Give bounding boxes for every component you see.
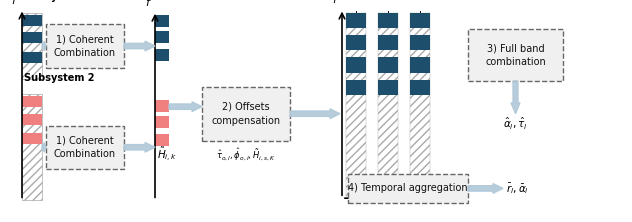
Text: 2) Offsets
compensation: 2) Offsets compensation	[212, 102, 281, 126]
Text: $f$: $f$	[11, 0, 19, 6]
Text: 1) Coherent
Combination: 1) Coherent Combination	[54, 135, 116, 159]
Bar	[410, 80, 430, 95]
Bar	[22, 114, 42, 125]
Bar	[346, 13, 366, 28]
Text: 4) Temporal aggregation: 4) Temporal aggregation	[348, 183, 468, 193]
Bar	[346, 80, 366, 95]
Text: 1) Coherent
Combination: 1) Coherent Combination	[54, 34, 116, 58]
Text: $\hat{\tau}_{o,l}, \hat{\phi}_{o,l}, \tilde{H}_{i,s,K}$: $\hat{\tau}_{o,l}, \hat{\phi}_{o,l}, \ti…	[216, 146, 276, 163]
Bar	[155, 116, 169, 128]
Text: $\hat{\alpha}_l, \hat{\tau}_l$: $\hat{\alpha}_l, \hat{\tau}_l$	[503, 116, 528, 132]
Bar	[346, 57, 366, 73]
Bar	[22, 133, 42, 144]
Polygon shape	[42, 142, 46, 152]
Bar	[22, 13, 42, 79]
Bar	[22, 32, 42, 43]
Bar	[346, 35, 366, 50]
Bar	[155, 15, 169, 27]
FancyBboxPatch shape	[348, 174, 468, 202]
Bar	[378, 13, 398, 196]
Bar	[378, 35, 398, 50]
Polygon shape	[468, 184, 503, 193]
Bar	[410, 57, 430, 73]
FancyBboxPatch shape	[46, 24, 124, 68]
Bar	[22, 94, 42, 200]
Bar	[155, 100, 169, 112]
Polygon shape	[169, 102, 202, 111]
Text: Subsystem 2: Subsystem 2	[24, 73, 95, 83]
Text: $\bar{r}_l, \bar{\alpha}_l$: $\bar{r}_l, \bar{\alpha}_l$	[506, 181, 529, 196]
Text: Subsystem 1: Subsystem 1	[24, 0, 95, 2]
Bar	[155, 49, 169, 61]
Bar	[22, 96, 42, 107]
Bar	[155, 134, 169, 146]
Text: $\tilde{H}_{i,k}$: $\tilde{H}_{i,k}$	[157, 146, 177, 165]
Polygon shape	[42, 41, 46, 51]
Bar	[155, 31, 169, 43]
Bar	[22, 52, 42, 63]
FancyBboxPatch shape	[468, 29, 563, 81]
Polygon shape	[124, 142, 155, 152]
Polygon shape	[290, 109, 340, 119]
Text: $f$: $f$	[145, 0, 153, 8]
FancyBboxPatch shape	[46, 126, 124, 169]
Text: 3) Full band
combination: 3) Full band combination	[485, 43, 546, 67]
FancyBboxPatch shape	[202, 87, 290, 141]
Text: $t$: $t$	[450, 192, 457, 204]
Bar	[378, 13, 398, 28]
Bar	[410, 13, 430, 196]
Bar	[22, 15, 42, 26]
Polygon shape	[124, 41, 155, 51]
Text: $f$: $f$	[332, 0, 339, 5]
Bar	[410, 35, 430, 50]
Polygon shape	[511, 81, 520, 114]
Bar	[378, 80, 398, 95]
Bar	[346, 13, 366, 196]
Bar	[410, 13, 430, 28]
Bar	[378, 57, 398, 73]
